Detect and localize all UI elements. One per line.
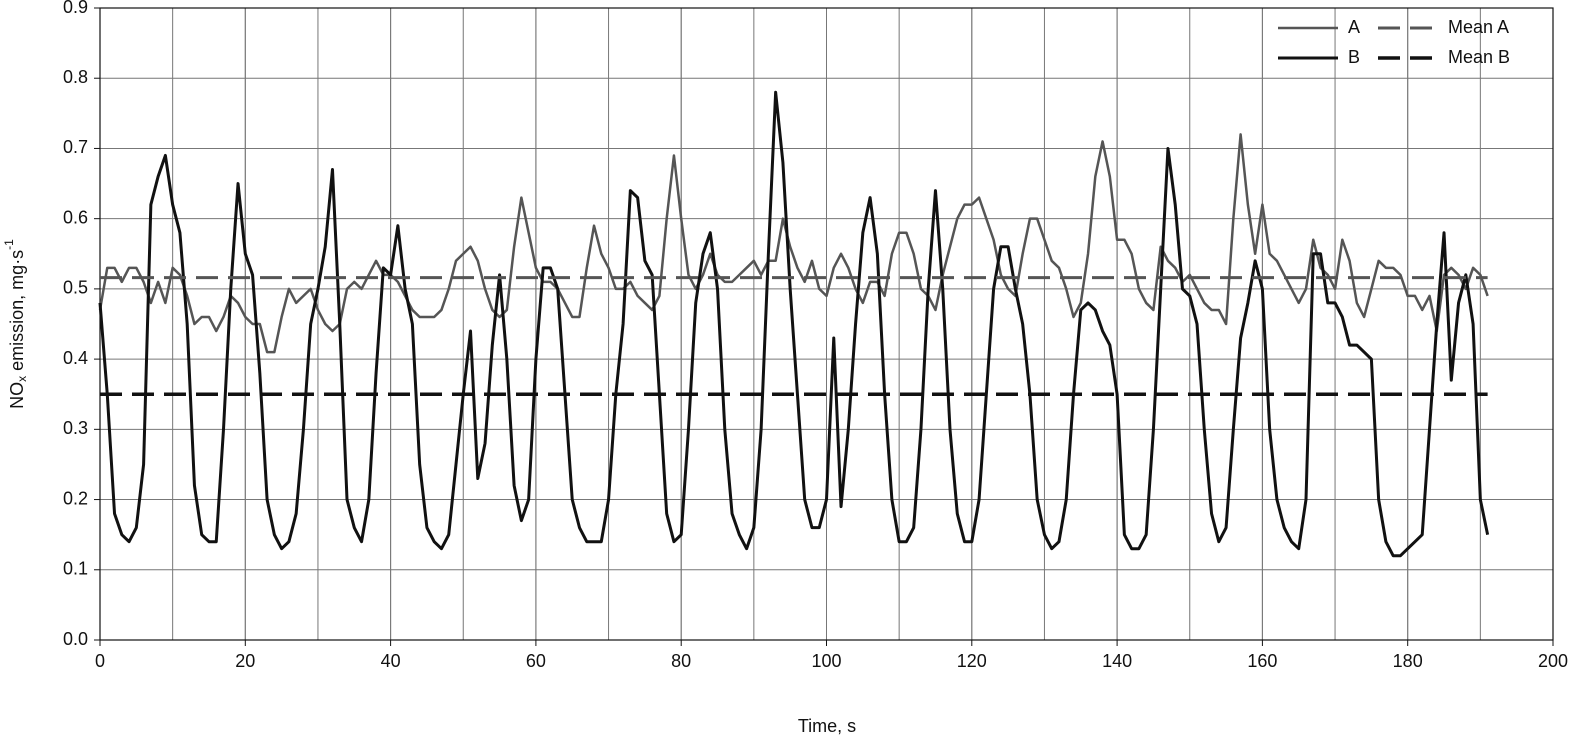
x-tick-label: 80 [671,651,691,671]
x-tick-label: 160 [1247,651,1277,671]
series-line [98,90,1490,558]
legend-label: B [1348,47,1360,67]
y-title-sup: -1 [2,239,16,250]
x-axis-title: Time, s [798,716,856,736]
series-line [98,133,1489,354]
x-tick-label: 200 [1538,651,1568,671]
x-tick-label: 40 [381,651,401,671]
x-tick-label: 180 [1393,651,1423,671]
legend-label: Mean A [1448,17,1509,37]
x-tick-label: 140 [1102,651,1132,671]
y-tick-label: 0.6 [63,207,88,227]
legend-label: Mean B [1448,47,1510,67]
y-tick-label: 0.8 [63,67,88,87]
y-tick-label: 0.5 [63,278,88,298]
x-tick-label: 0 [95,651,105,671]
y-tick-label: 0.4 [63,348,88,368]
plot-frame [99,7,1554,641]
y-title-part: NO [7,382,27,409]
x-tick-label: 120 [957,651,987,671]
y-tick-label: 0.3 [63,418,88,438]
y-title-part: emission, mg·s [7,250,27,376]
y-tick-label: 0.0 [63,629,88,649]
y-title-sub: x [15,376,29,382]
y-tick-label: 0.1 [63,559,88,579]
legend-label: A [1348,17,1360,37]
y-axis-title: NOx emission, mg·s-1 [2,239,29,409]
y-tick-label: 0.2 [63,488,88,508]
y-tick-label: 0.9 [63,0,88,17]
y-tick-label: 0.7 [63,137,88,157]
x-tick-label: 20 [235,651,255,671]
x-tick-label: 60 [526,651,546,671]
x-tick-label: 100 [811,651,841,671]
